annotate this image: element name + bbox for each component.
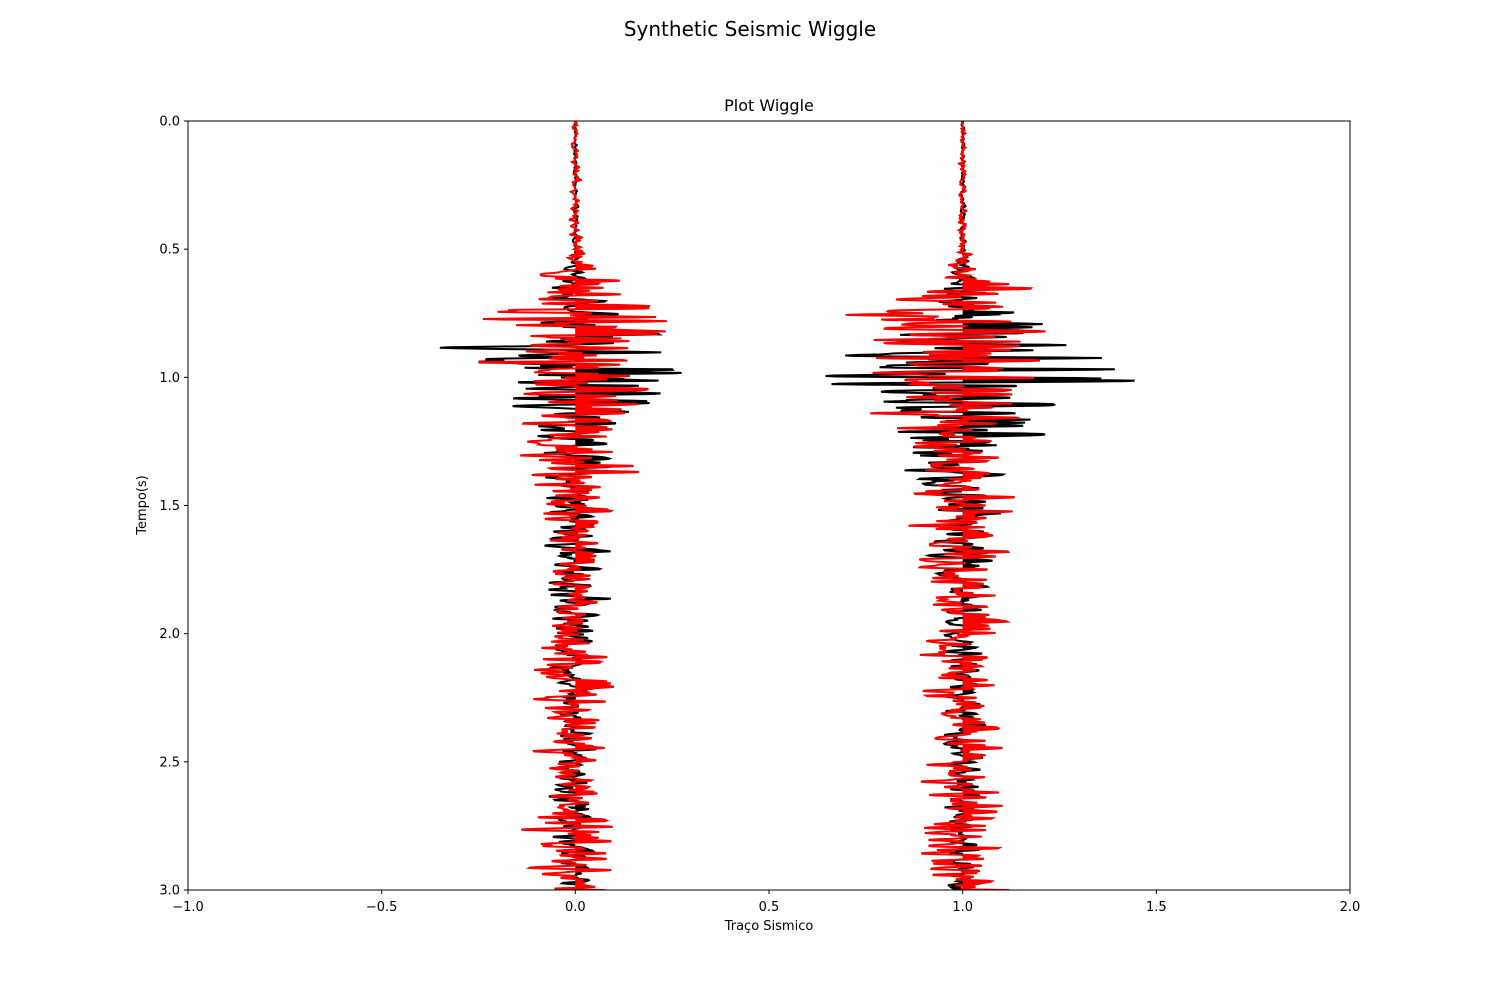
trace-2-original-fill bbox=[962, 121, 1135, 890]
y-tick-label: 0.5 bbox=[159, 243, 180, 258]
y-tick-label: 1.5 bbox=[159, 499, 180, 514]
axes-title: Plot Wiggle bbox=[724, 96, 814, 115]
y-tick-label: 3.0 bbox=[159, 884, 180, 899]
x-tick-label: 0.5 bbox=[759, 900, 780, 915]
x-tick-label: 2.0 bbox=[1340, 900, 1361, 915]
plot-area bbox=[187, 120, 1351, 891]
x-tick-label: −0.5 bbox=[366, 900, 398, 915]
x-tick-label: 1.5 bbox=[1146, 900, 1167, 915]
y-tick-label: 1.0 bbox=[159, 371, 180, 386]
y-axis-label: Tempo(s) bbox=[135, 475, 150, 536]
trace-1-original-fill bbox=[575, 121, 682, 890]
trace-2-noisy-line bbox=[845, 121, 1046, 890]
y-tick-label: 0.0 bbox=[159, 115, 180, 130]
y-tick-label: 2.0 bbox=[159, 627, 180, 642]
axes-frame bbox=[187, 120, 1351, 891]
traces-group bbox=[439, 121, 1135, 890]
y-tick-label: 2.5 bbox=[159, 755, 180, 770]
x-tick-label: 1.0 bbox=[952, 900, 973, 915]
figure-suptitle: Synthetic Seismic Wiggle bbox=[624, 17, 876, 41]
y-axis: 0.0 0.5 1.0 1.5 2.0 2.5 3.0 bbox=[159, 115, 188, 899]
trace-1-noisy-fill bbox=[575, 121, 667, 890]
x-axis: −1.0 −0.5 0.0 0.5 1.0 1.5 2.0 bbox=[172, 890, 1360, 915]
x-axis-label: Traço Sismico bbox=[724, 919, 814, 934]
trace-1-noisy-line bbox=[478, 121, 667, 890]
x-tick-label: −1.0 bbox=[172, 900, 204, 915]
x-tick-label: 0.0 bbox=[565, 900, 586, 915]
